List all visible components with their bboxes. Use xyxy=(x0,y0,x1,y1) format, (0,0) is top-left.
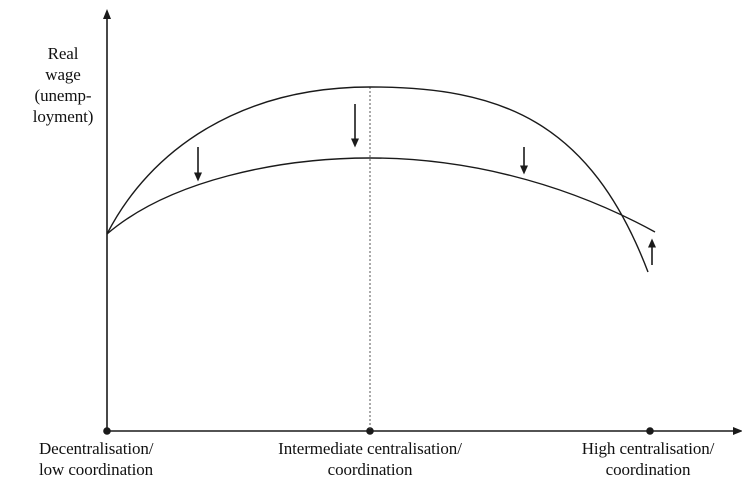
y-axis-label-line: loyment) xyxy=(32,107,94,126)
y-axis-label-line: wage xyxy=(45,65,81,84)
x-label-decentralisation: Decentralisation/ low coordination xyxy=(39,438,154,480)
x-label-line: Intermediate centralisation/ xyxy=(278,439,462,458)
x-label-high: High centralisation/ coordination xyxy=(558,438,738,480)
x-label-line: coordination xyxy=(605,460,691,479)
y-axis-label-line: Real xyxy=(47,44,79,63)
lower-hump-curve xyxy=(106,157,656,235)
y-axis-label-line: (unemp- xyxy=(34,86,92,105)
x-point-high xyxy=(646,427,654,435)
x-label-line: coordination xyxy=(327,460,413,479)
x-label-line: High centralisation/ xyxy=(581,439,715,458)
x-label-line: Decentralisation/ xyxy=(39,439,154,458)
x-label-line: low coordination xyxy=(39,460,154,479)
upper-hump-curve xyxy=(106,86,649,273)
x-label-intermediate: Intermediate centralisation/ coordinatio… xyxy=(240,438,500,480)
x-point-intermediate xyxy=(366,427,374,435)
y-axis-label: Real wage (unemp- loyment) xyxy=(28,43,98,127)
x-point-decentralisation xyxy=(103,427,111,435)
